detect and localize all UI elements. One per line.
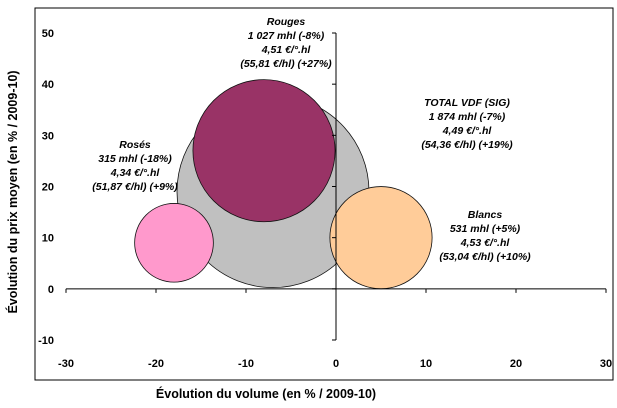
annotation-line: Rosés [119,139,151,151]
annotation-line: 4,34 €/°.hl [110,167,161,179]
x-tick-label: 0 [333,358,339,370]
y-axis-title: Évolution du prix moyen (en % / 2009-10) [5,70,20,313]
annotation-line: 315 mhl (-18%) [98,153,172,165]
bubble-annotation: TOTAL VDF (SIG) 1 874 mhl (-7%) 4,49 €/°.h… [421,97,513,151]
y-tick-label: 30 [42,130,54,142]
axes-layer: -10 0 10 20 30 40 50 -30 -20 -10 0 10 20 30 [38,28,612,370]
y-tick-label: 20 [42,182,54,194]
y-tick-label: 0 [48,284,54,296]
annotation-line: (51,87 €/hl) (+9%) [92,181,178,193]
annotations-layer: TOTAL VDF (SIG) 1 874 mhl (-7%) 4,49 €/°.h… [92,16,531,263]
x-axis-title: Évolution du volume (en % / 2009-10) [156,386,376,401]
bubble-annotation: Rouges 1 027 mhl (-8%) 4,51 €/°.hl (55,81 €… [240,16,332,70]
bubbles-layer [134,79,433,290]
x-tick-label: -10 [238,358,254,370]
bubble-rouges [192,79,336,223]
x-tick-label: -30 [58,358,74,370]
annotation-line: 1 027 mhl (-8%) [248,30,325,42]
annotation-line: 531 mhl (+5%) [450,223,521,235]
y-tick-label: 10 [42,233,54,245]
annotation-line: 1 874 mhl (-7%) [429,111,506,123]
x-tick-label: 30 [600,358,612,370]
annotation-line: TOTAL VDF (SIG) [424,97,510,109]
annotation-line: (55,81 €/hl) (+27%) [240,58,332,70]
annotation-line: 4,51 €/°.hl [261,44,312,56]
y-tick-label: 40 [42,79,54,91]
bubble-annotation: Rosés 315 mhl (-18%) 4,34 €/°.hl (51,87 €/h… [92,139,178,193]
annotation-line: (53,04 €/hl) (+10%) [439,251,531,263]
annotation-line: Blancs [468,209,503,221]
x-tick-label: -20 [148,358,164,370]
bubble-blancs [329,186,433,290]
annotation-line: 4,53 €/°.hl [460,237,511,249]
y-tick-label: -10 [38,335,54,347]
y-tick-label: 50 [42,28,54,40]
bubble-annotation: Blancs 531 mhl (+5%) 4,53 €/°.hl (53,04 €/h… [439,209,531,263]
annotation-line: Rouges [267,16,306,28]
x-tick-label: 10 [420,358,432,370]
bubble-roses [134,203,214,283]
annotation-line: (54,36 €/hl) (+19%) [421,139,513,151]
annotation-line: 4,49 €/°.hl [442,125,493,137]
x-tick-label: 20 [510,358,522,370]
